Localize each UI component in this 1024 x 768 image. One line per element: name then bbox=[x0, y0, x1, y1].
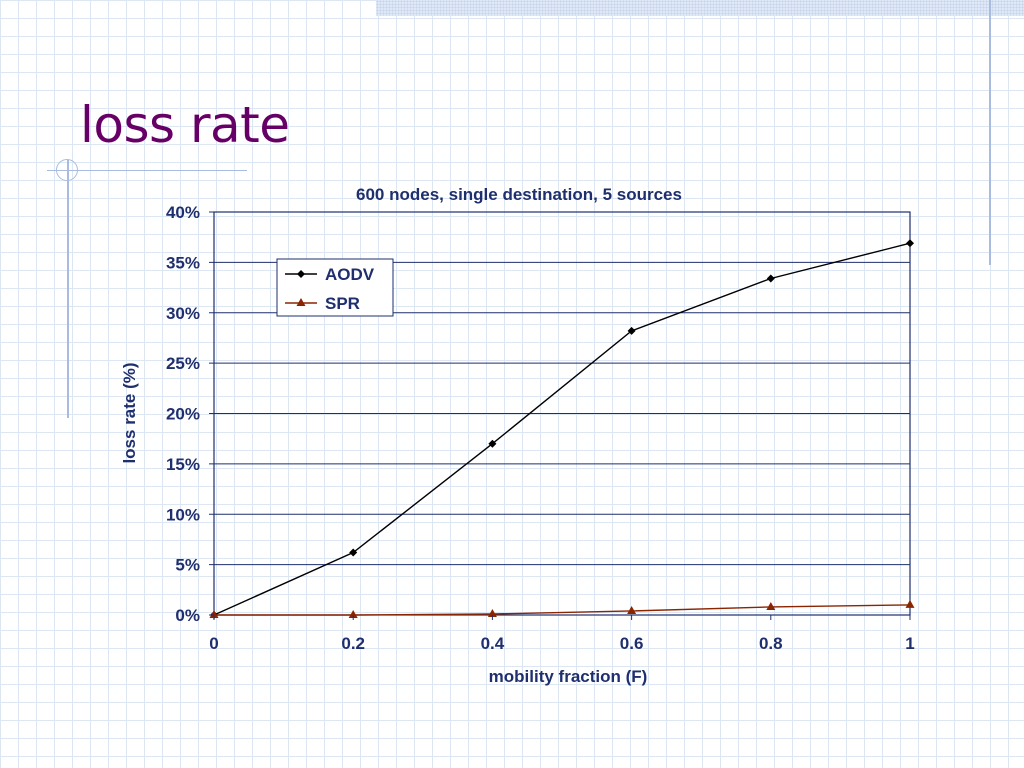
aodv-point bbox=[349, 548, 358, 557]
y-tick-label: 10% bbox=[166, 505, 200, 524]
y-tick-label: 15% bbox=[166, 455, 200, 474]
y-tick-label: 40% bbox=[166, 203, 200, 222]
legend-label: SPR bbox=[325, 294, 360, 313]
x-tick-label: 0 bbox=[209, 634, 218, 653]
x-tick-label: 0.4 bbox=[481, 634, 505, 653]
tick-labels: 0% 5% 10% 15% 20% 25% 30% 35% 40% 0 0.2 0.4 0.6 0.8 1 bbox=[166, 203, 915, 653]
series-layer bbox=[209, 239, 915, 619]
spr-line bbox=[214, 604, 911, 616]
x-tick-label: 1 bbox=[905, 634, 914, 653]
x-tick-label: 0.6 bbox=[620, 634, 644, 653]
left-decorative-line bbox=[67, 160, 69, 418]
x-tick-label: 0.8 bbox=[759, 634, 783, 653]
decorative-circle bbox=[56, 159, 78, 181]
x-tick-label: 0.2 bbox=[341, 634, 365, 653]
legend-item-spr: SPR bbox=[285, 294, 360, 313]
spr-point bbox=[487, 608, 497, 617]
y-tick-label: 30% bbox=[166, 304, 200, 323]
aodv-point bbox=[766, 274, 775, 283]
aodv-point bbox=[488, 439, 497, 448]
legend-label: AODV bbox=[325, 265, 375, 284]
legend-marker bbox=[297, 270, 305, 278]
y-tick-label: 25% bbox=[166, 354, 200, 373]
aodv-line bbox=[213, 242, 911, 616]
top-decorative-band bbox=[376, 0, 1024, 16]
title-underline bbox=[47, 170, 247, 171]
aodv-point bbox=[906, 239, 914, 248]
chart-title: 600 nodes, single destination, 5 sources bbox=[356, 185, 682, 204]
y-axis-label: loss rate (%) bbox=[120, 362, 139, 463]
legend-box bbox=[276, 258, 394, 317]
aodv-point bbox=[627, 326, 636, 335]
legend-item-aodv: AODV bbox=[285, 265, 375, 284]
spr-point bbox=[209, 610, 219, 618]
x-axis-label: mobility fraction (F) bbox=[489, 667, 648, 686]
legend: AODV SPR bbox=[276, 258, 394, 317]
spr-point bbox=[348, 610, 358, 618]
y-tick-label: 0% bbox=[175, 606, 200, 625]
slide-title: loss rate bbox=[80, 96, 290, 154]
series-spr bbox=[209, 599, 915, 618]
spr-point bbox=[766, 601, 776, 610]
spr-point bbox=[627, 605, 637, 614]
spr-point bbox=[905, 599, 915, 608]
y-tick-label: 20% bbox=[166, 405, 200, 424]
right-decorative-line bbox=[989, 0, 991, 265]
y-tick-label: 5% bbox=[175, 556, 200, 575]
y-tick-label: 35% bbox=[166, 253, 200, 272]
legend-marker bbox=[296, 298, 306, 306]
